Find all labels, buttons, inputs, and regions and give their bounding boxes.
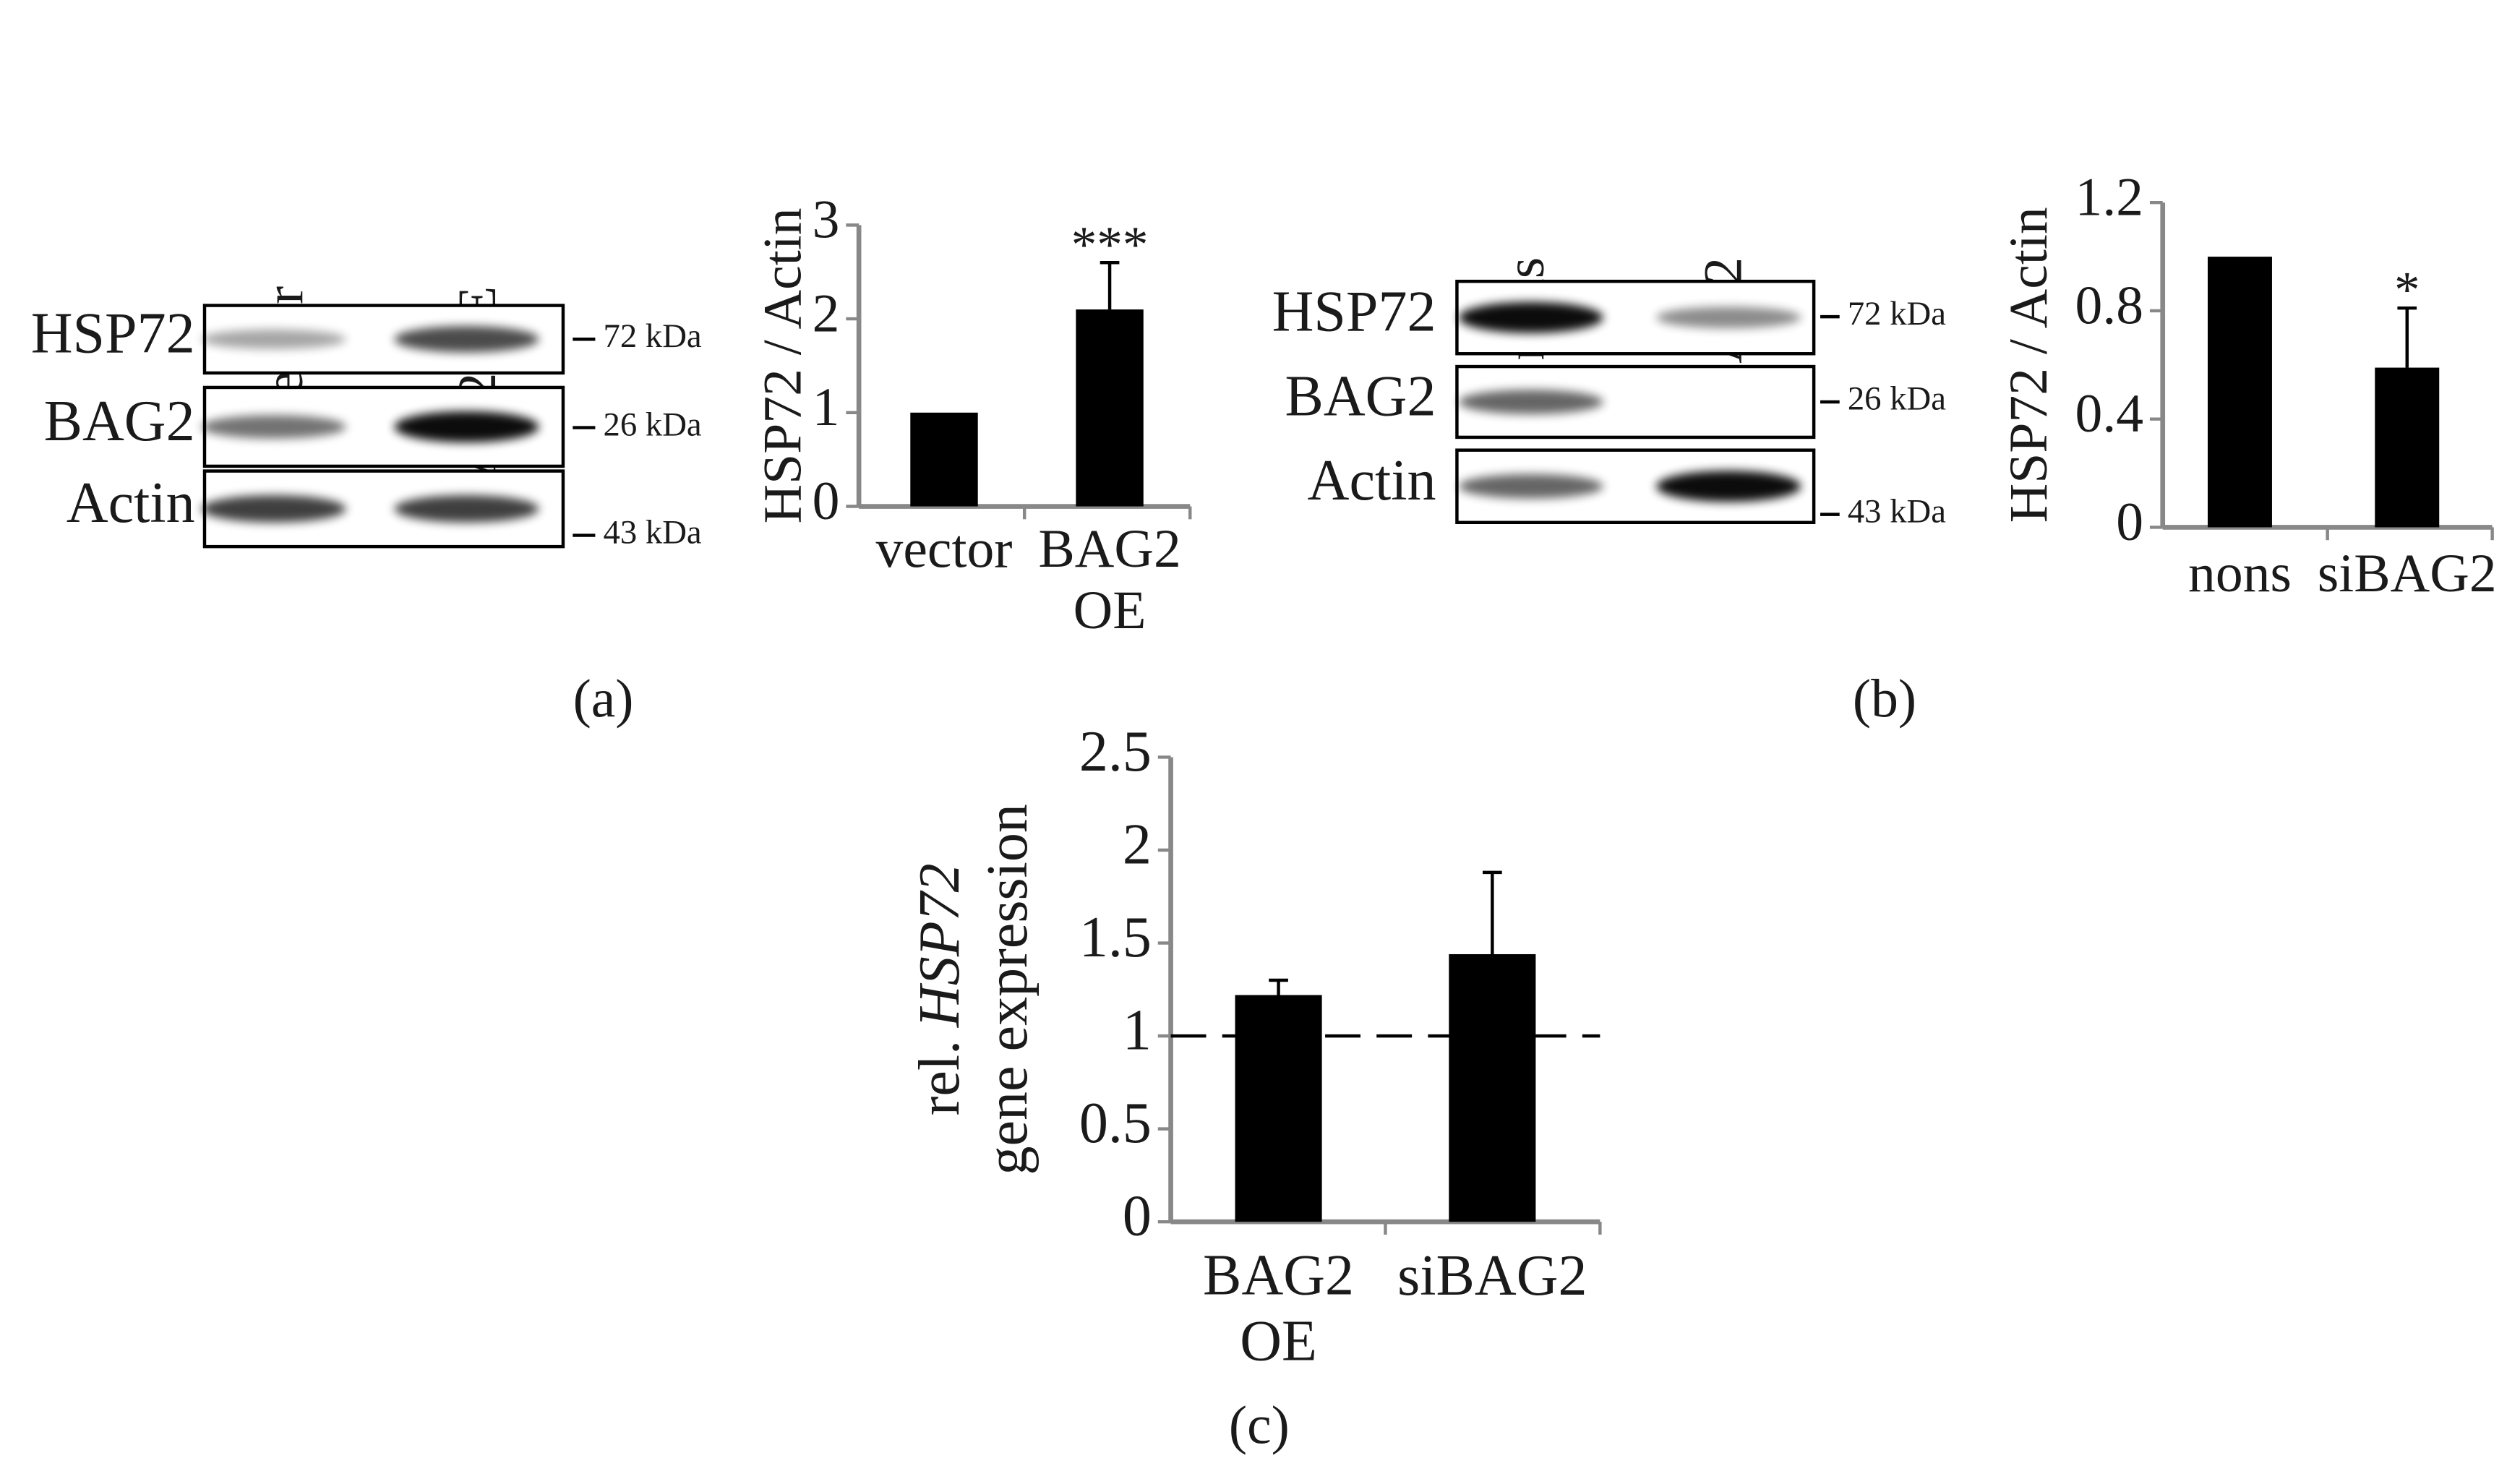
marker-label: 26 kDa [1848,380,1946,418]
y-tick-label: 1 [813,377,840,437]
bar [1235,995,1322,1222]
y-tick-label: 0 [813,471,840,531]
x-tick-label: siBAG2 [1397,1244,1587,1308]
y-tick-label: 2.5 [1079,720,1152,784]
panel-label: (a) [573,669,634,729]
row-label: Actin [67,471,195,535]
significance-label: *** [1071,217,1149,273]
marker-label: 72 kDa [1848,295,1946,333]
blot-band [1656,471,1801,502]
y-tick-label: 2 [813,283,840,343]
text-line: BAG2 [1038,520,1180,580]
y-tick-label: 0.8 [2075,275,2144,335]
blot-band [394,326,539,353]
y-axis-label: HSP72 / Actin [753,207,813,523]
blot-band [1458,301,1603,333]
blot-band [1656,306,1801,329]
marker-label: 26 kDa [604,406,702,443]
text-line: OE [1240,1310,1317,1373]
y-tick-label: 0.4 [2075,384,2144,444]
blot-band [1458,473,1603,499]
row-label: Actin [1308,449,1436,513]
y-tick-label: 0.5 [1079,1092,1152,1155]
blot-band [1458,390,1603,414]
bar [910,412,978,507]
y-axis-label: rel. HSP72 [909,863,972,1115]
x-tick-label: nons [2188,544,2292,604]
y-tick-label: 0 [1123,1185,1152,1248]
marker-label: 43 kDa [604,513,702,551]
panel-label: (c) [1229,1396,1290,1456]
row-label: BAG2 [44,390,195,453]
blot-band [394,494,539,523]
y-tick-label: 1 [1123,998,1152,1062]
blot-band [201,415,346,439]
x-tick-label: vector [876,520,1013,580]
bar [1076,309,1144,507]
x-tick-label: BAG2 OE [1038,520,1180,641]
row-label: HSP72 [1272,280,1436,344]
marker-label: 43 kDa [1848,492,1946,530]
bar [2375,367,2440,528]
y-axis-label-part: rel. [909,1040,972,1115]
row-label: BAG2 [1285,364,1436,428]
blot-band [201,494,346,523]
bar [2207,257,2272,528]
panel-label: (b) [1853,669,1916,729]
y-axis-label-part: HSP72 [909,863,972,1028]
row-label: HSP72 [31,302,195,366]
text-line: BAG2 [1203,1244,1354,1308]
bar [1449,953,1536,1222]
x-tick-label: BAG2 OE [1203,1244,1354,1373]
y-tick-label: 1.5 [1079,906,1152,969]
y-tick-label: 1.2 [2075,168,2144,228]
marker-label: 72 kDa [604,317,702,355]
y-axis-label: HSP72 / Actin [1999,207,2059,523]
x-tick-label: siBAG2 [2318,544,2497,604]
y-tick-label: 0 [2116,492,2143,552]
significance-label: * [2394,262,2420,319]
text-line: OE [1073,580,1147,640]
y-tick-label: 3 [813,190,840,250]
blot-band [394,411,539,443]
y-tick-label: 2 [1123,813,1152,876]
y-axis-label: gene expression [976,804,1040,1175]
blot-band [201,329,346,349]
